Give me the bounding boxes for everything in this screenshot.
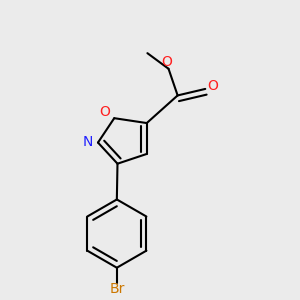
Text: O: O xyxy=(207,79,218,93)
Text: O: O xyxy=(161,55,172,69)
Text: O: O xyxy=(100,105,111,119)
Text: Br: Br xyxy=(109,282,124,296)
Text: N: N xyxy=(83,135,93,149)
